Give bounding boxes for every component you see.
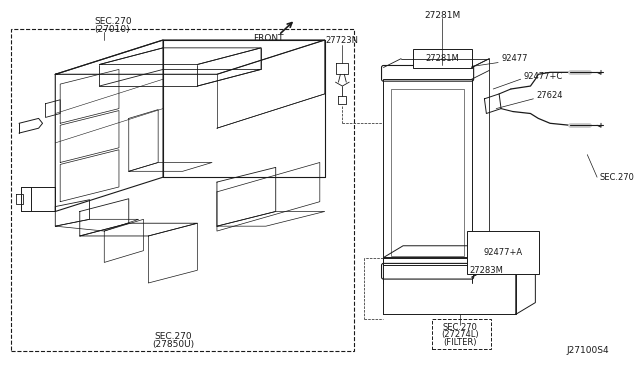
Text: (27010): (27010) — [95, 25, 130, 34]
Text: SEC.270: SEC.270 — [442, 323, 477, 331]
Bar — [413, 49, 472, 68]
Text: FRONT: FRONT — [253, 33, 284, 42]
Text: 27624: 27624 — [536, 92, 563, 100]
Text: (FILTER): (FILTER) — [443, 338, 477, 347]
Text: 92477+B: 92477+B — [477, 243, 516, 252]
Text: 27283M: 27283M — [469, 266, 503, 275]
Text: J27100S4: J27100S4 — [566, 346, 609, 355]
Bar — [391, 89, 464, 256]
Text: 27723N: 27723N — [326, 35, 359, 45]
Text: 92477+C: 92477+C — [524, 72, 563, 81]
Bar — [11, 29, 354, 350]
Text: (27850U): (27850U) — [152, 340, 194, 349]
Text: 92477+A: 92477+A — [483, 248, 523, 257]
Text: SEC.270: SEC.270 — [599, 173, 634, 182]
Text: 27281M: 27281M — [426, 54, 459, 63]
Bar — [383, 79, 472, 265]
Text: 92477: 92477 — [501, 54, 527, 63]
Text: 27281M: 27281M — [424, 11, 460, 20]
Bar — [433, 319, 492, 349]
Text: (27274L): (27274L) — [441, 330, 479, 339]
Text: SEC.270: SEC.270 — [154, 333, 191, 341]
Text: SEC.270: SEC.270 — [95, 17, 132, 26]
